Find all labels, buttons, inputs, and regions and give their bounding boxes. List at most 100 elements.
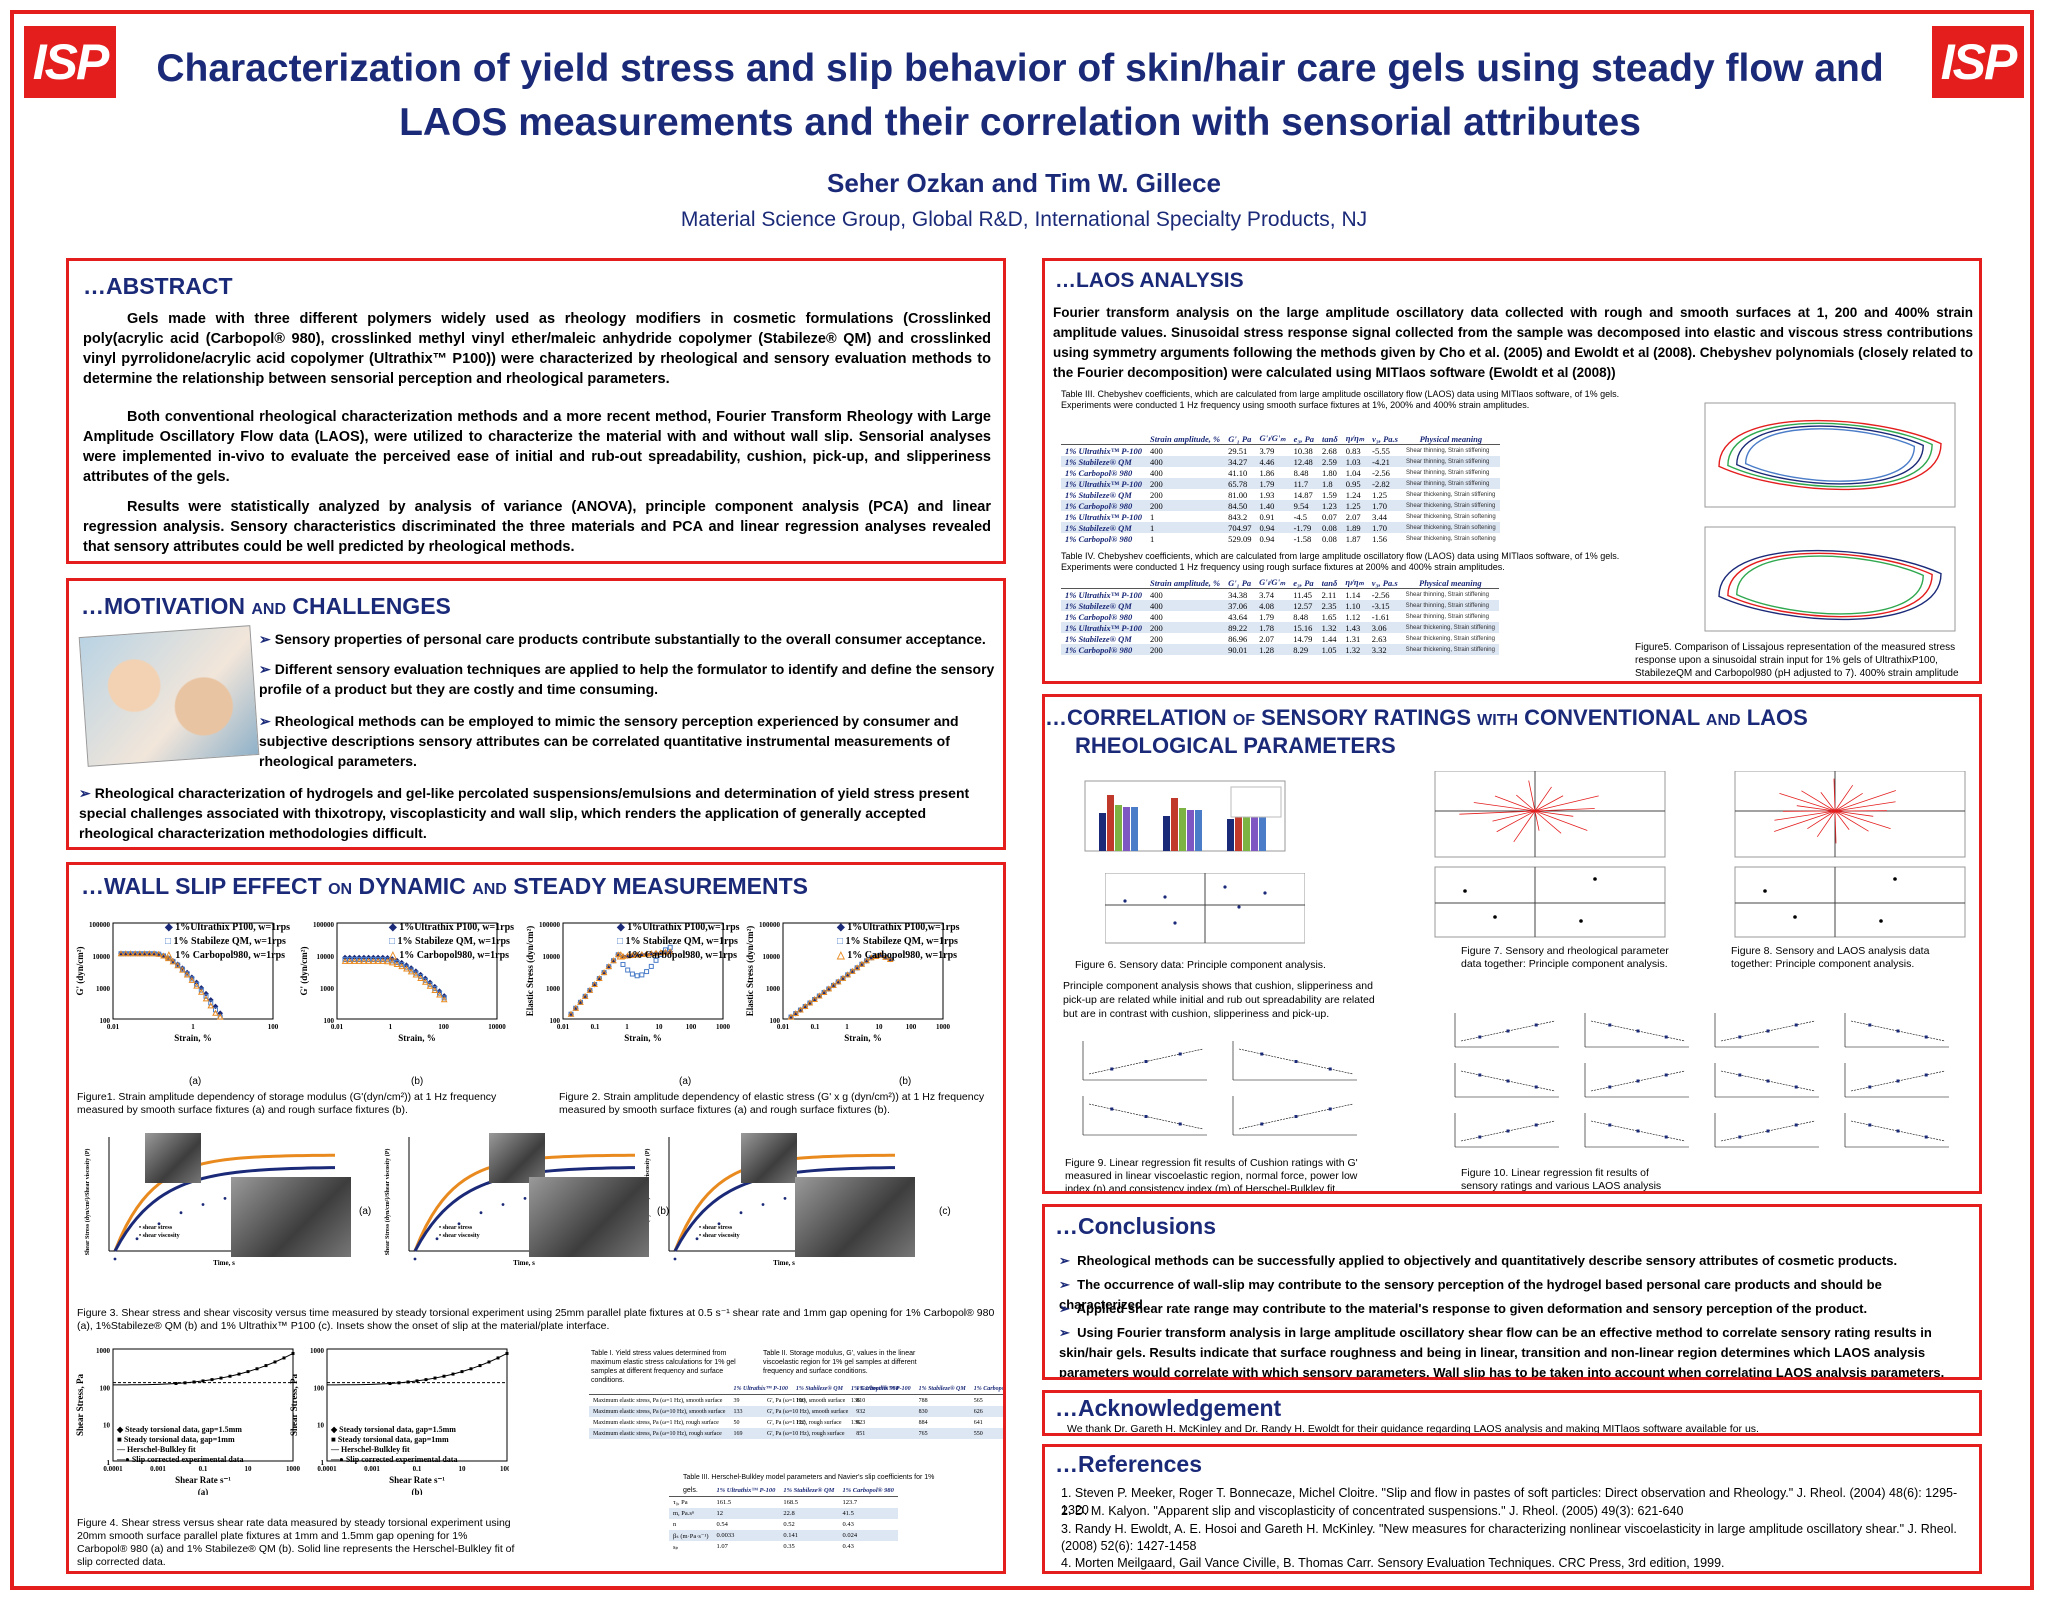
data-point — [740, 1211, 743, 1214]
table-cell: βₛ (m·Pa·s⁻¹) — [669, 1530, 712, 1541]
table3-hb: 1% Ultrathix™ P-100 1% Stabileze® QM 1% Ca… — [669, 1485, 898, 1552]
x-tick: 0.01 — [777, 1023, 790, 1031]
table-cell: 43.64 — [1224, 611, 1255, 622]
x-tick: 0.1 — [591, 1023, 600, 1031]
table-cell: 932 — [852, 1406, 914, 1417]
data-point — [114, 1258, 117, 1261]
x-tick: 1000 — [716, 1023, 731, 1031]
table-header-cell: 1% Ultrathix™ P-100 — [712, 1485, 779, 1497]
fig3a-inset-top — [145, 1133, 201, 1183]
table-cell: 1.40 — [1256, 500, 1290, 511]
table-cell: Shear thinning, Strain stiffening — [1402, 611, 1499, 622]
data-point — [621, 962, 625, 966]
fig4-caption: Figure 4. Shear stress versus shear rate… — [77, 1517, 517, 1569]
data-point — [1478, 1136, 1481, 1139]
fig3c-label: (c) — [939, 1205, 951, 1218]
flow-curve-charts: 10001001010.0001 0.001 0.1 10 1000Shear Rate… — [69, 1345, 509, 1495]
score-point — [1793, 915, 1797, 919]
y-tick: 100 — [314, 1384, 325, 1392]
bar — [1163, 816, 1170, 851]
table-cell: Shear thickening, Strain stiffening — [1402, 633, 1499, 644]
data-point — [1478, 1074, 1481, 1077]
table-cell: Shear thinning, Strain stiffening — [1402, 589, 1499, 601]
table-cell: 90.01 — [1224, 644, 1255, 655]
y-axis-label: Elastic Stress (dyn/cm²) — [525, 926, 535, 1017]
table-header-cell: 1% Stabileze® QM — [779, 1485, 838, 1497]
table-cell: Shear thinning, Strain stiffening — [1402, 600, 1499, 611]
conclusion-4: ➢ Using Fourier transform analysis in la… — [1059, 1323, 1959, 1380]
data-point — [1897, 1080, 1900, 1083]
fig2b-label: (b) — [899, 1075, 911, 1088]
table-cell: 168.5 — [779, 1497, 838, 1509]
data-point — [1110, 1068, 1113, 1071]
fig3b-inset-bottom — [529, 1177, 649, 1257]
data-point — [136, 1237, 139, 1240]
y-tick: 10000 — [93, 953, 111, 961]
pca-plot-fig7 — [1405, 771, 1675, 1031]
y-tick: 10 — [317, 1422, 325, 1430]
table-row: 1% Ultrathix™ P-100 1 843.2 0.91 -4.5 0.07 2.0… — [1061, 511, 1500, 522]
table-header-cell: v₃, Pa.s — [1368, 433, 1402, 445]
table-cell: 1.78 — [1255, 622, 1289, 633]
table-header-cell — [669, 1485, 712, 1497]
table-cell: 161.5 — [712, 1497, 779, 1509]
table-cell: -1.58 — [1290, 533, 1318, 544]
data-point — [1767, 1130, 1770, 1133]
abstract-p1: Gels made with three different polymers … — [83, 309, 991, 389]
data-point — [1925, 1074, 1928, 1077]
reference-2: 2. D. M. Kalyon. "Apparent slip and visc… — [1061, 1503, 1971, 1520]
data-point — [1179, 1053, 1182, 1056]
y-tick: 100000 — [313, 921, 335, 929]
skincare-photo — [79, 625, 260, 767]
x-tick: 0.1 — [811, 1023, 820, 1031]
references-panel: …References 1. Steven P. Meeker, Roger T… — [1042, 1444, 1982, 1574]
table-cell: Shear thickening, Strain softening — [1402, 522, 1500, 533]
table-cell: 1.12 — [1341, 611, 1367, 622]
table-row: βₛ (m·Pa·s⁻¹) 0.0033 0.141 0.024 — [669, 1530, 898, 1541]
table-cell: 923 — [852, 1417, 914, 1428]
laos-table4-caption: Table IV. Chebyshev coefficients, which … — [1061, 551, 1641, 573]
x-tick: 1 — [389, 1023, 393, 1031]
table-cell: sₚ — [669, 1541, 712, 1552]
data-point — [630, 972, 634, 976]
table-cell: 765 — [915, 1428, 970, 1439]
table-cell: -2.82 — [1368, 478, 1402, 489]
data-point — [1237, 905, 1240, 908]
laos-table4: Strain amplitude, % G'₁ Pa G'ₗ/G'ₘ e₃, Pa ta… — [1061, 577, 1499, 655]
table-cell: 81.00 — [1224, 489, 1255, 500]
table-cell: Shear thickening, Strain stiffening — [1402, 622, 1499, 633]
motivation-bullet-1: ➢ Sensory properties of personal care pro… — [259, 629, 999, 649]
table-cell: 0.95 — [1342, 478, 1368, 489]
table-cell: 788 — [915, 1395, 970, 1407]
table-row: τ₀, Pa 161.5 168.5 123.7 — [669, 1497, 898, 1509]
table-cell: 3.06 — [1368, 622, 1402, 633]
data-point — [645, 970, 649, 974]
table-cell: 400 — [1146, 611, 1224, 622]
data-point — [1507, 1130, 1510, 1133]
laos-table3-caption: Table III. Chebyshev coefficients, which… — [1061, 389, 1641, 411]
x-tick: 0.01 — [557, 1023, 570, 1031]
table-row: 1% Carbopol® 980 200 90.01 1.28 8.29 1.05 1.32… — [1061, 644, 1499, 655]
table-cell: 1.14 — [1341, 589, 1367, 601]
isp-logo-right: ISP — [1932, 26, 2024, 98]
table-row: 1% Stabileze® QM 1 704.97 0.94 -1.79 0.08 1.89… — [1061, 522, 1500, 533]
plot-frame — [1735, 771, 1965, 857]
table-cell: 12.57 — [1289, 600, 1317, 611]
table-cell: -5.55 — [1368, 445, 1402, 457]
fig1-caption: Figure1. Strain amplitude dependency of … — [77, 1091, 517, 1117]
table-cell: 1.8 — [1318, 478, 1342, 489]
table-cell: 0.83 — [1342, 445, 1368, 457]
table-cell: 2.07 — [1342, 511, 1368, 522]
table-cell: 0.141 — [779, 1530, 838, 1541]
table-cell: 1% Stabileze® QM — [1061, 522, 1146, 533]
table-cell: Shear thinning, Strain stiffening — [1402, 467, 1500, 478]
data-point — [1223, 885, 1226, 888]
y-tick: 100000 — [89, 921, 111, 929]
data-point — [1925, 1136, 1928, 1139]
table-cell: 400 — [1146, 467, 1224, 478]
table-header-cell: G'ₗ/G'ₘ — [1256, 433, 1290, 445]
y-axis-label: G' (dyn/cm²) — [299, 947, 309, 996]
table-header-cell: e₃, Pa — [1289, 577, 1317, 589]
table-cell: 810 — [852, 1395, 914, 1407]
table-cell: 2.63 — [1368, 633, 1402, 644]
